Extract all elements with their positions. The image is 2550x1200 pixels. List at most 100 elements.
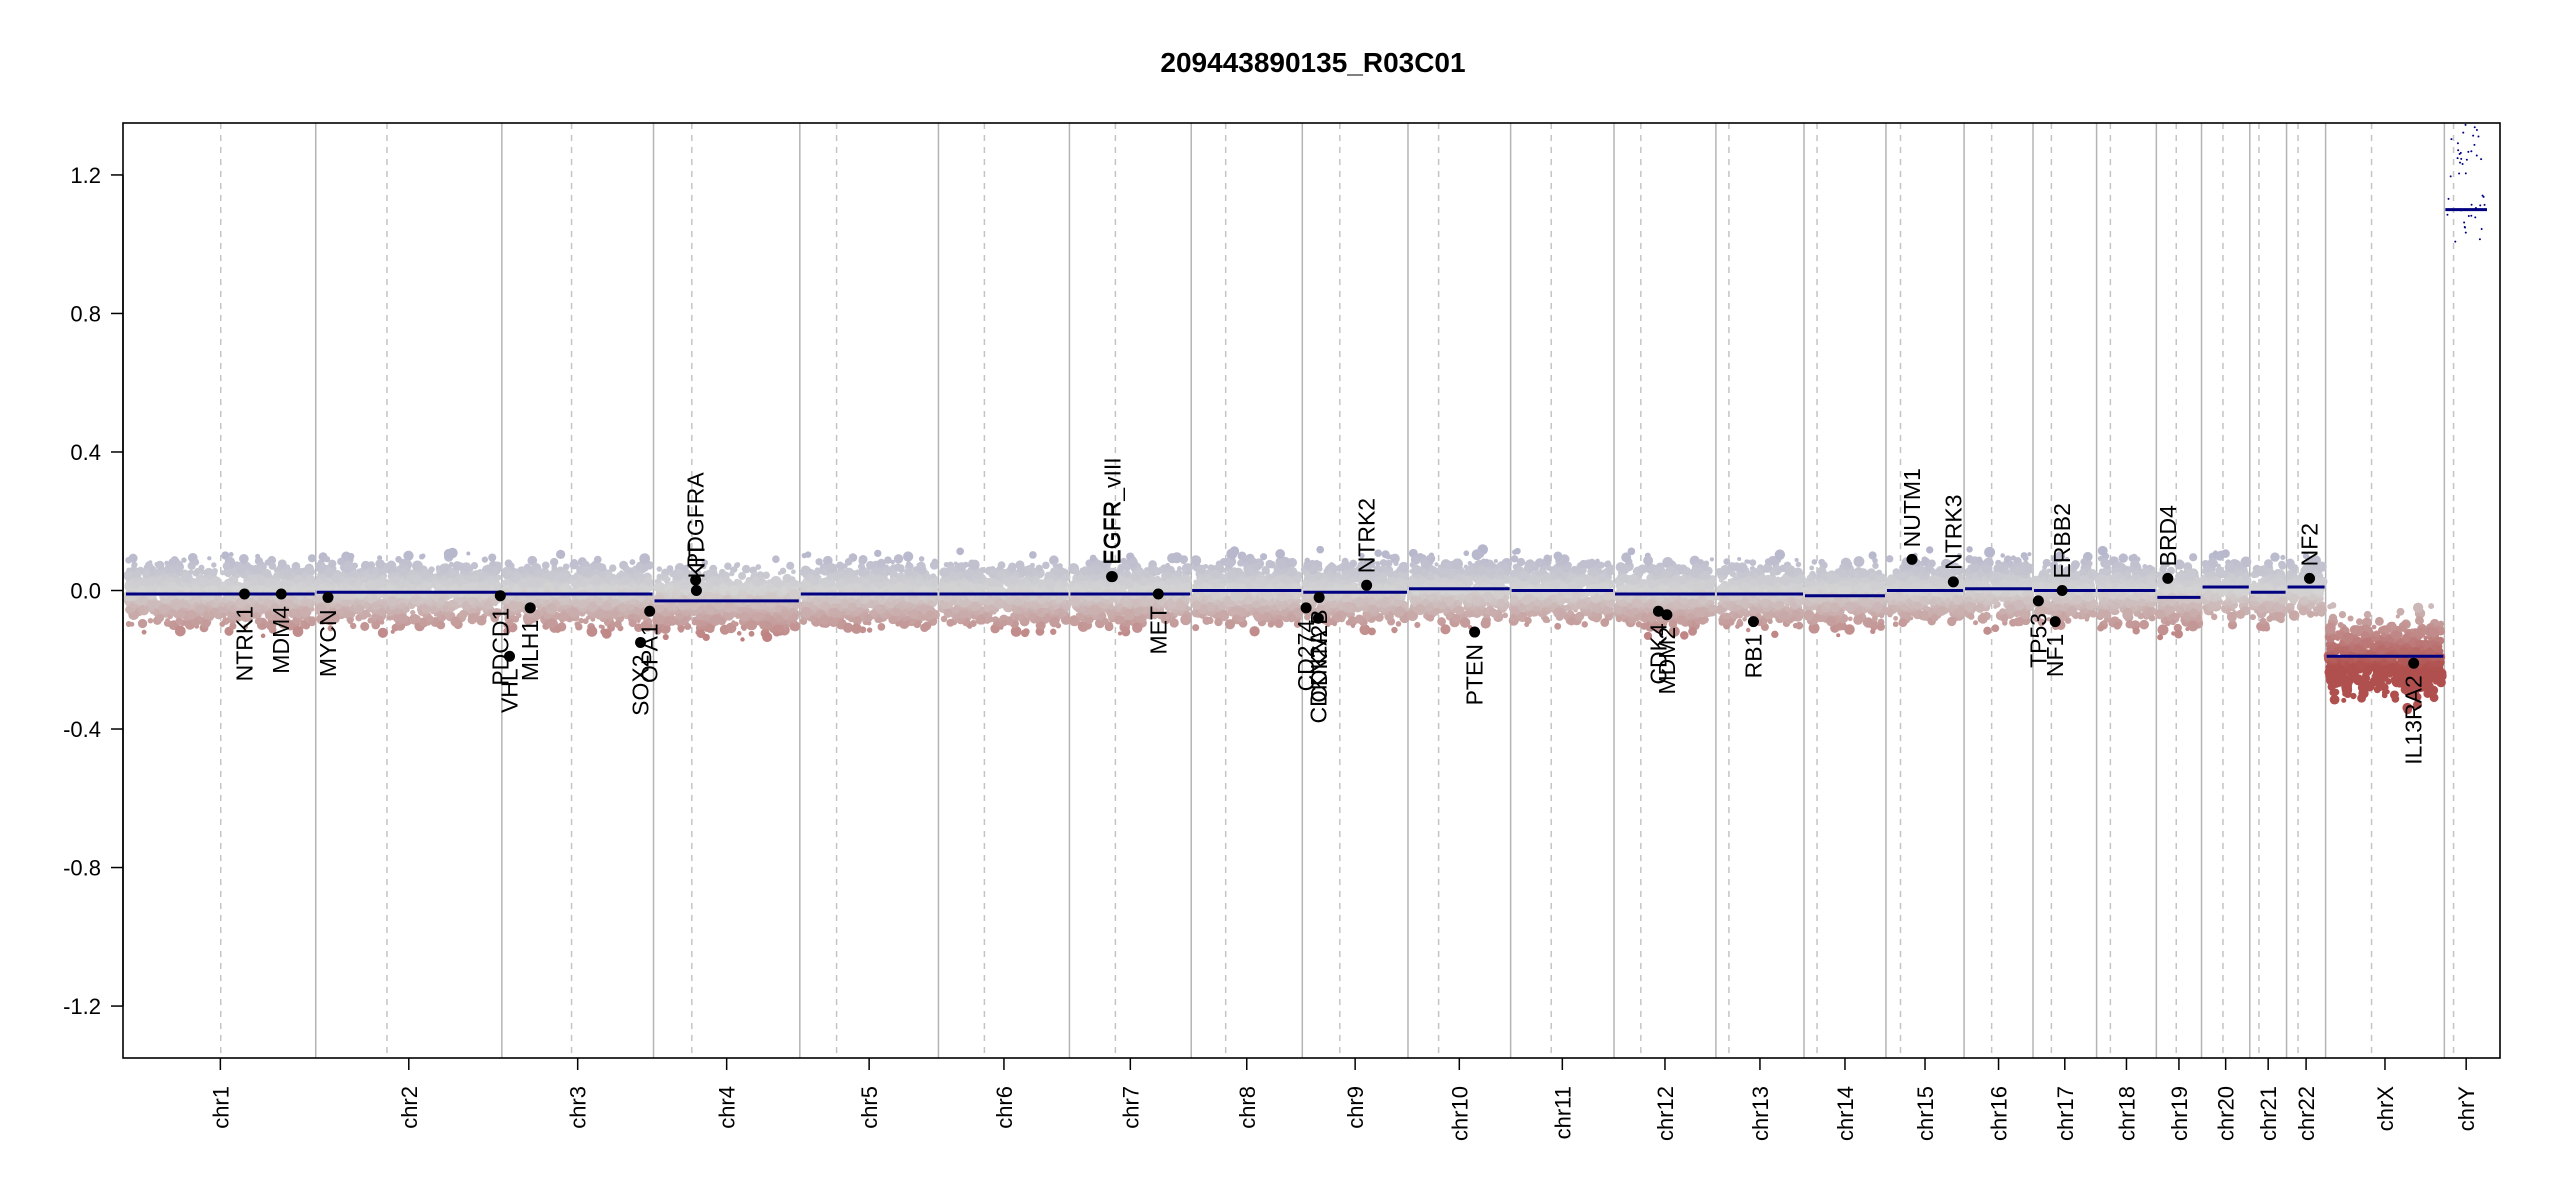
probe-point <box>516 612 522 619</box>
probe-point <box>186 609 197 620</box>
probe-point <box>360 621 370 631</box>
probe-point <box>723 602 734 613</box>
chart-title: 209443890135_R03C01 <box>1160 47 1465 78</box>
probe-point <box>894 582 905 593</box>
probe-point <box>203 611 210 619</box>
probe-point <box>229 622 237 630</box>
probe-point <box>192 584 201 593</box>
probe-point <box>586 626 598 637</box>
probe-point <box>466 551 471 556</box>
probe-point <box>220 601 226 607</box>
probe-point <box>125 606 133 614</box>
probe-point <box>173 573 178 578</box>
probe-point <box>273 580 280 587</box>
probe-point <box>198 605 206 612</box>
probe-point <box>131 561 138 568</box>
probe-point <box>228 552 234 557</box>
probe-point <box>829 607 840 618</box>
probe-point <box>704 604 715 615</box>
probe-point <box>826 562 837 574</box>
probe-point <box>147 617 154 624</box>
probe-point <box>239 553 249 564</box>
probe-point <box>198 564 205 571</box>
probe-point <box>749 588 756 596</box>
probe-point <box>126 567 131 572</box>
probe-point <box>410 609 416 616</box>
probe-point <box>374 579 383 588</box>
probe-point <box>491 572 496 577</box>
probe-point <box>302 622 311 630</box>
probe-point <box>341 582 349 589</box>
probe-point <box>440 575 447 582</box>
probe-point <box>614 620 622 629</box>
probe-point <box>450 601 457 608</box>
probe-point <box>354 605 363 613</box>
probe-point <box>125 621 132 628</box>
probe-point <box>208 601 214 606</box>
probe-point <box>377 627 388 638</box>
probe-point <box>870 610 877 617</box>
probe-point <box>656 566 663 572</box>
probe-point <box>254 617 262 625</box>
probe-point <box>748 630 755 637</box>
probe-point <box>668 586 674 592</box>
probe-point <box>169 585 176 592</box>
probe-point <box>412 615 421 623</box>
probe-point <box>196 597 201 602</box>
probe-point <box>131 567 136 572</box>
probe-point <box>293 562 298 567</box>
probe-point <box>595 609 604 618</box>
probe-point <box>522 571 528 577</box>
probe-point <box>759 620 769 630</box>
probe-point <box>174 625 186 637</box>
probe-point <box>410 597 418 605</box>
probe-point <box>911 572 917 578</box>
probe-point <box>481 556 488 563</box>
probe-point <box>861 578 871 589</box>
probe-point <box>629 559 636 566</box>
probe-point <box>548 571 557 580</box>
probe-point <box>318 559 323 564</box>
probe-point <box>722 575 729 582</box>
probe-point <box>791 613 799 621</box>
probe-point <box>347 576 352 581</box>
probe-point <box>780 586 788 595</box>
probe-point <box>755 564 762 570</box>
probe-point <box>425 615 435 624</box>
probe-point <box>437 596 446 605</box>
probe-point <box>568 607 579 619</box>
probe-point <box>520 581 526 587</box>
probe-point <box>736 631 742 636</box>
probe-point <box>461 562 472 572</box>
probe-points <box>123 123 2486 715</box>
probe-point <box>702 633 710 642</box>
probe-point <box>399 562 405 568</box>
probe-point <box>375 559 385 569</box>
probe-point <box>219 570 225 576</box>
probe-point <box>800 580 810 590</box>
probe-point <box>260 623 267 629</box>
probe-point <box>709 616 717 624</box>
probe-point <box>344 599 352 607</box>
probe-point <box>704 579 715 589</box>
probe-point <box>468 575 475 583</box>
probe-point <box>276 565 282 571</box>
probe-point <box>276 572 281 578</box>
probe-point <box>333 594 338 599</box>
probe-point <box>595 597 604 606</box>
probe-point <box>845 615 851 621</box>
probe-point <box>874 549 882 558</box>
probe-point <box>637 577 642 582</box>
probe-point <box>152 584 159 590</box>
probe-point <box>620 576 630 585</box>
probe-point <box>806 569 812 574</box>
probe-point <box>377 615 383 622</box>
probe-point <box>755 602 762 609</box>
probe-point <box>842 563 848 569</box>
probe-point <box>762 571 770 580</box>
probe-point <box>766 583 773 590</box>
probe-point <box>532 577 542 587</box>
probe-point <box>295 582 300 587</box>
probe-point <box>257 596 265 605</box>
